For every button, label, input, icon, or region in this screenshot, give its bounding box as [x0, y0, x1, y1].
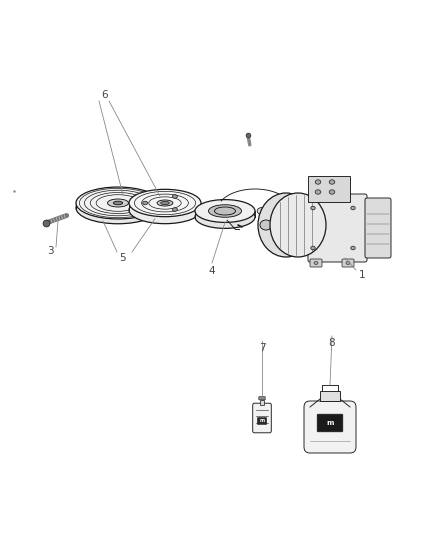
Ellipse shape	[329, 180, 335, 184]
FancyBboxPatch shape	[258, 417, 267, 424]
FancyBboxPatch shape	[342, 259, 354, 267]
Text: 3: 3	[47, 246, 53, 256]
FancyBboxPatch shape	[304, 401, 356, 453]
Text: 8: 8	[328, 338, 336, 348]
FancyBboxPatch shape	[310, 259, 322, 267]
FancyBboxPatch shape	[308, 176, 350, 202]
Ellipse shape	[157, 200, 173, 206]
Text: 7: 7	[259, 343, 265, 353]
Ellipse shape	[351, 206, 355, 210]
Text: 1: 1	[359, 270, 365, 280]
Ellipse shape	[314, 262, 318, 264]
Ellipse shape	[351, 246, 355, 250]
Text: 4: 4	[208, 266, 215, 276]
Ellipse shape	[161, 201, 170, 205]
Ellipse shape	[129, 196, 201, 224]
Ellipse shape	[195, 206, 255, 229]
Ellipse shape	[258, 193, 314, 257]
Ellipse shape	[329, 190, 335, 194]
Ellipse shape	[315, 190, 321, 194]
Ellipse shape	[260, 220, 272, 230]
Bar	[260, 400, 264, 405]
Ellipse shape	[277, 209, 283, 213]
FancyBboxPatch shape	[308, 194, 367, 262]
Ellipse shape	[129, 189, 201, 217]
Ellipse shape	[311, 206, 315, 210]
Text: 5: 5	[119, 253, 125, 263]
Ellipse shape	[76, 192, 160, 224]
Ellipse shape	[107, 199, 128, 207]
FancyBboxPatch shape	[365, 198, 391, 258]
Ellipse shape	[268, 208, 276, 214]
Ellipse shape	[173, 195, 177, 198]
Bar	[320, 391, 340, 401]
Ellipse shape	[257, 207, 267, 214]
Ellipse shape	[311, 246, 315, 250]
FancyBboxPatch shape	[259, 397, 265, 400]
Ellipse shape	[315, 180, 321, 184]
Text: m: m	[259, 418, 265, 424]
Ellipse shape	[208, 205, 241, 217]
Ellipse shape	[195, 199, 255, 222]
Ellipse shape	[113, 201, 123, 205]
FancyBboxPatch shape	[317, 414, 343, 432]
Text: m: m	[326, 420, 334, 426]
FancyBboxPatch shape	[253, 403, 271, 433]
Ellipse shape	[143, 201, 148, 205]
Ellipse shape	[76, 187, 160, 219]
Text: 6: 6	[102, 90, 108, 100]
Ellipse shape	[346, 262, 350, 264]
Ellipse shape	[173, 208, 177, 211]
Ellipse shape	[270, 193, 326, 257]
